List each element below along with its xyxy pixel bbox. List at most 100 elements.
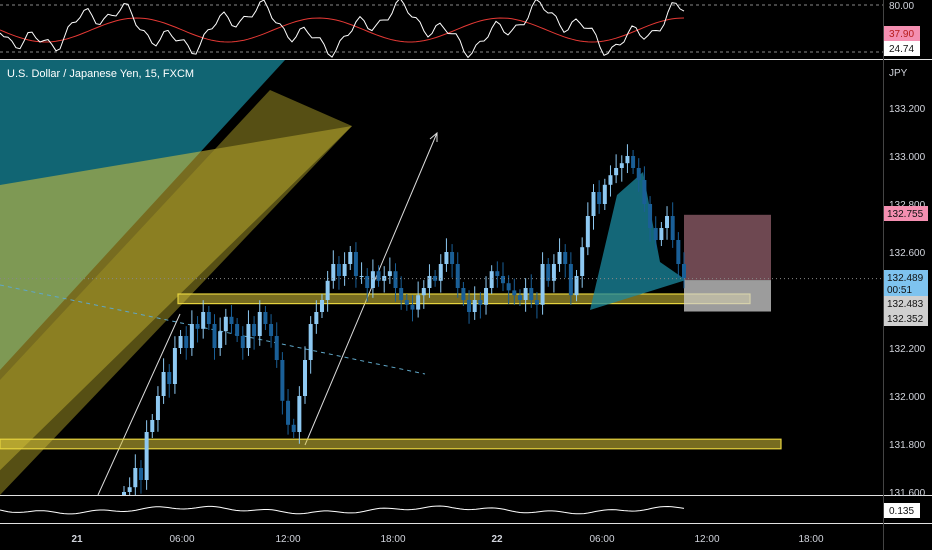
candle-body xyxy=(433,276,438,281)
candle-body xyxy=(665,216,670,228)
price-axis[interactable]: 80.00 37.90 24.74 JPY 133.200 133.000 132.… xyxy=(883,0,929,550)
candle-body xyxy=(399,288,404,300)
candle-body xyxy=(201,312,206,329)
time-tick-label: 18:00 xyxy=(380,534,405,545)
candle-body xyxy=(540,264,545,305)
arrow-line-2[interactable] xyxy=(304,132,438,446)
time-axis[interactable]: 21 06:00 12:00 18:00 22 06:00 12:00 18:00 xyxy=(71,534,824,545)
drawing-layer[interactable] xyxy=(0,60,883,505)
candle-body xyxy=(489,271,494,288)
candle-body xyxy=(574,276,579,296)
candle-body xyxy=(563,252,568,264)
candle-body xyxy=(133,468,138,488)
candle-body xyxy=(676,240,681,264)
entry-price-text: 132.483 xyxy=(887,299,924,310)
candle-body xyxy=(303,360,308,396)
candle-body xyxy=(195,324,200,329)
candle-body xyxy=(297,396,302,432)
candle-body xyxy=(206,312,211,324)
candle-body xyxy=(370,271,375,288)
candle-body xyxy=(286,400,291,425)
osc-badge-text: 0.135 xyxy=(889,506,914,517)
price-tick-label: 133.200 xyxy=(889,104,926,115)
candle-body xyxy=(252,324,257,336)
candle-body xyxy=(240,336,245,348)
candle-body xyxy=(376,271,381,281)
stop-zone[interactable] xyxy=(684,214,771,281)
candle-body xyxy=(342,264,347,276)
candle-body xyxy=(280,360,285,401)
candle-body xyxy=(500,276,505,284)
candle-body xyxy=(444,252,449,264)
candle-body xyxy=(178,336,183,348)
candle-body xyxy=(319,300,324,312)
time-tick-label: 18:00 xyxy=(798,534,823,545)
support-zone-lower[interactable] xyxy=(0,438,782,450)
candle-body xyxy=(421,288,426,296)
candle-body xyxy=(172,348,177,384)
candle-body xyxy=(682,264,686,279)
currency-label: JPY xyxy=(889,68,908,79)
candle-body xyxy=(150,420,155,432)
candle-body xyxy=(416,295,421,310)
candle-body xyxy=(274,336,279,360)
current-price-text: 132.489 xyxy=(887,273,924,284)
rsi-badge-text: 24.74 xyxy=(889,44,914,55)
candle-body xyxy=(659,228,664,240)
time-tick-label: 06:00 xyxy=(169,534,194,545)
candle-body xyxy=(291,424,296,432)
rsi-panel xyxy=(0,0,883,59)
candle-body xyxy=(517,295,522,300)
candle-body xyxy=(122,492,126,495)
candle-body xyxy=(653,228,658,240)
candle-body xyxy=(387,271,392,276)
candle-body xyxy=(619,163,624,168)
candle-body xyxy=(308,324,313,360)
candle-body xyxy=(325,280,330,300)
candle-body xyxy=(523,288,528,300)
candle-body xyxy=(631,156,636,168)
rsi-level-80: 80.00 xyxy=(889,1,914,12)
candle-body xyxy=(246,324,251,348)
candle-body xyxy=(438,264,443,281)
countdown-text: 00:51 xyxy=(887,285,912,296)
time-tick-label: 06:00 xyxy=(589,534,614,545)
candle-body xyxy=(450,252,455,264)
dashed-trendline[interactable] xyxy=(0,284,426,375)
candle-body xyxy=(648,204,653,228)
candle-body xyxy=(636,168,641,180)
candle-body xyxy=(495,271,500,276)
candle-body xyxy=(161,372,166,396)
target-zone[interactable] xyxy=(684,280,771,312)
current-price-badge xyxy=(884,270,928,296)
candle-body xyxy=(546,264,551,281)
candle-body xyxy=(393,271,398,288)
osc-badge xyxy=(884,503,920,518)
candle-body xyxy=(427,276,432,288)
rsi-ma-badge-text: 37.90 xyxy=(889,29,914,40)
candle-body xyxy=(484,288,489,305)
candle-body xyxy=(359,276,364,277)
candle-body xyxy=(127,487,132,492)
candle-body xyxy=(642,180,647,204)
candle-body xyxy=(472,300,477,312)
candle-body xyxy=(184,336,189,348)
candle-body xyxy=(467,300,472,312)
harmonic-pattern[interactable] xyxy=(590,172,686,310)
price-tick-label: 131.600 xyxy=(889,488,926,499)
arrow-line-1[interactable] xyxy=(97,313,181,495)
candle-body xyxy=(189,324,194,348)
candle-body xyxy=(614,168,619,176)
oscillator-line xyxy=(0,505,685,515)
rsi-ma-line xyxy=(0,17,685,43)
candle-body xyxy=(257,312,262,336)
candle-body xyxy=(597,192,602,204)
candle-body xyxy=(138,468,143,480)
rsi-badge xyxy=(884,41,920,56)
yellow-channel[interactable] xyxy=(0,90,352,495)
candle-body xyxy=(348,252,353,264)
target-price-badge xyxy=(884,311,928,326)
price-tick-label: 132.000 xyxy=(889,392,926,403)
rsi-ma-badge xyxy=(884,26,920,41)
